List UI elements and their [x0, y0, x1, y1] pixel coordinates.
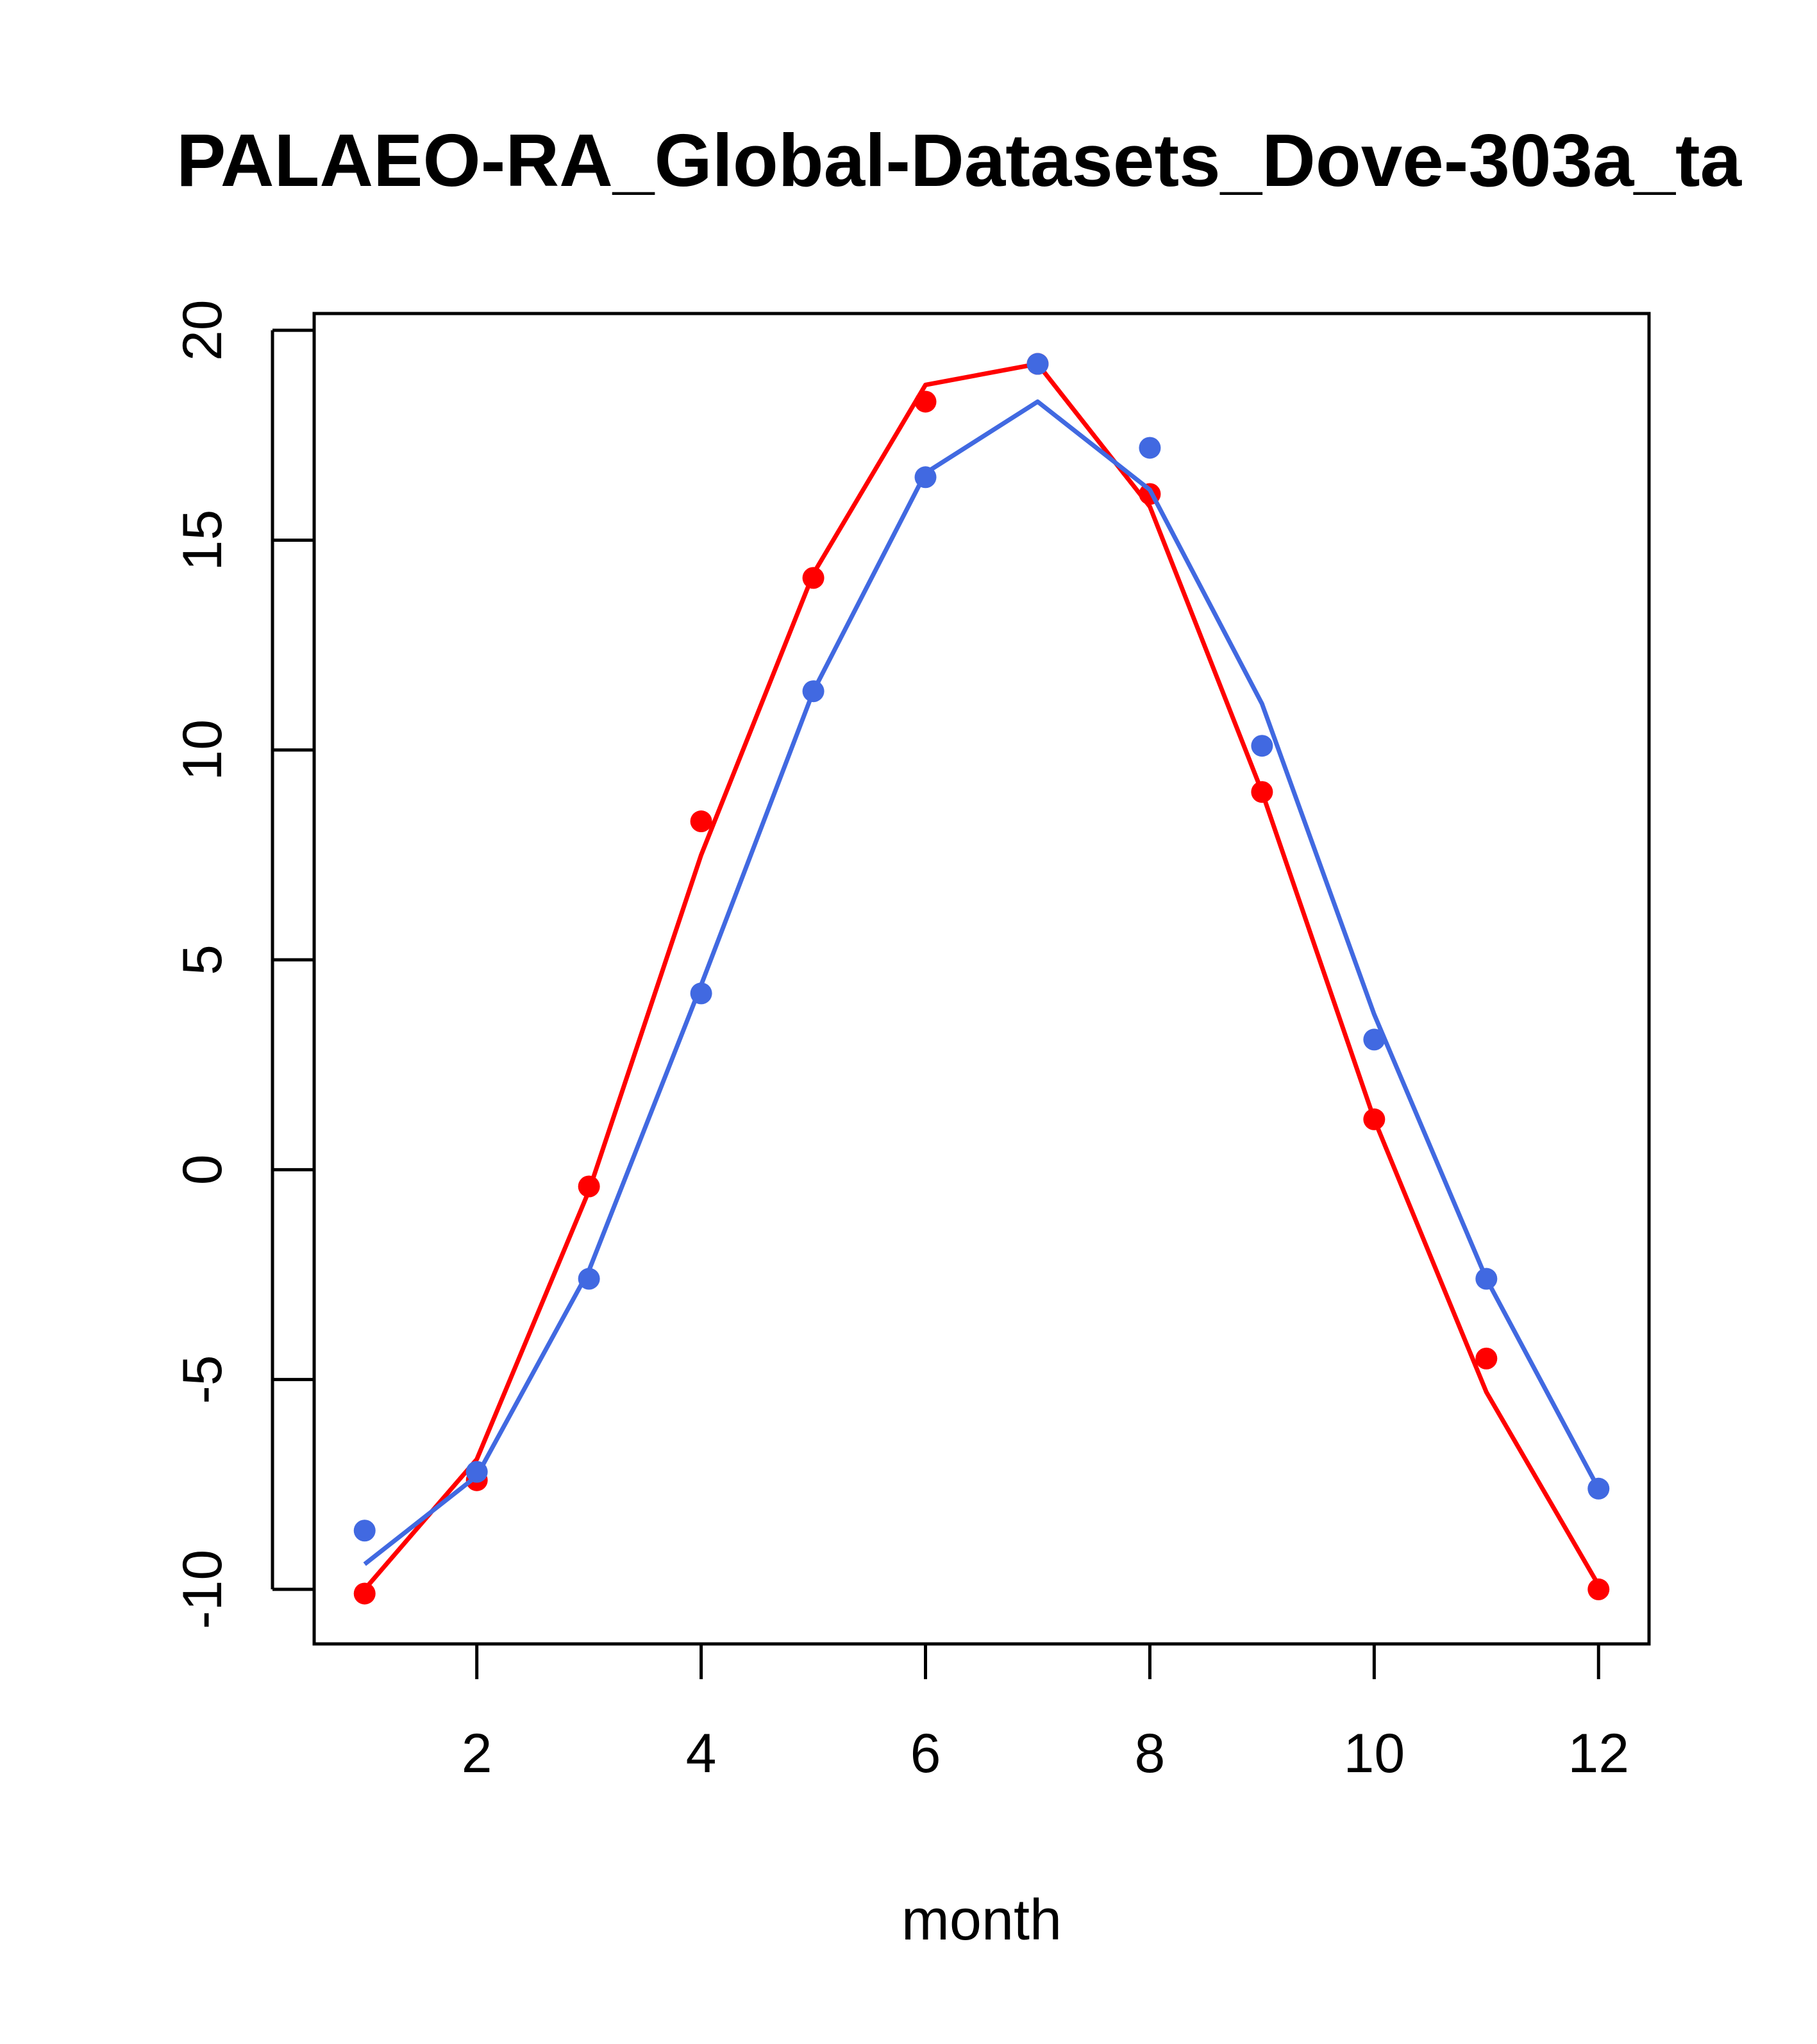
- data-point: [802, 567, 825, 589]
- data-point: [1251, 781, 1273, 803]
- series-1: [353, 353, 1610, 1605]
- y-tick-label: -5: [172, 1355, 233, 1403]
- data-point: [1587, 1578, 1610, 1600]
- data-point: [578, 1175, 600, 1198]
- data-point: [690, 982, 712, 1005]
- data-point: [1139, 437, 1161, 459]
- y-tick-label: 10: [172, 719, 233, 781]
- data-point: [914, 466, 937, 489]
- axes: 2 4 6 8 10 12 -10 -5 0 5 10 15 20: [172, 299, 1651, 1784]
- data-point: [578, 1268, 600, 1290]
- x-tick-label: 2: [462, 1723, 492, 1784]
- series-layer: [353, 353, 1610, 1605]
- y-tick-label: 0: [172, 1154, 233, 1185]
- data-point: [1251, 735, 1273, 757]
- x-axis-label: month: [901, 1888, 1062, 1952]
- data-point: [353, 1582, 376, 1605]
- data-point: [1363, 1028, 1386, 1051]
- data-point: [1026, 353, 1049, 375]
- series-line: [363, 362, 1601, 1591]
- y-tick-label: 20: [172, 299, 233, 361]
- series-2: [353, 353, 1610, 1566]
- data-point: [1587, 1477, 1610, 1500]
- data-point: [690, 810, 712, 833]
- y-tick-label: 15: [172, 510, 233, 571]
- data-point: [1363, 1108, 1386, 1130]
- data-point: [802, 680, 825, 703]
- data-point: [1475, 1347, 1498, 1370]
- y-tick-label: 5: [172, 944, 233, 975]
- x-tick-label: 10: [1344, 1723, 1405, 1784]
- x-tick-label: 6: [910, 1723, 941, 1784]
- data-point: [465, 1461, 488, 1483]
- x-tick-label: 12: [1568, 1723, 1629, 1784]
- series-line: [363, 399, 1601, 1566]
- data-point: [914, 390, 937, 413]
- data-point: [353, 1520, 376, 1542]
- x-tick-label: 4: [686, 1723, 717, 1784]
- plot-frame: [312, 312, 1651, 1646]
- y-tick-label: -10: [172, 1550, 233, 1629]
- chart-title: PALAEO-RA_Global-Datasets_Dove-303a_ta: [176, 119, 1743, 202]
- x-tick-label: 8: [1135, 1723, 1166, 1784]
- data-point: [1475, 1268, 1498, 1290]
